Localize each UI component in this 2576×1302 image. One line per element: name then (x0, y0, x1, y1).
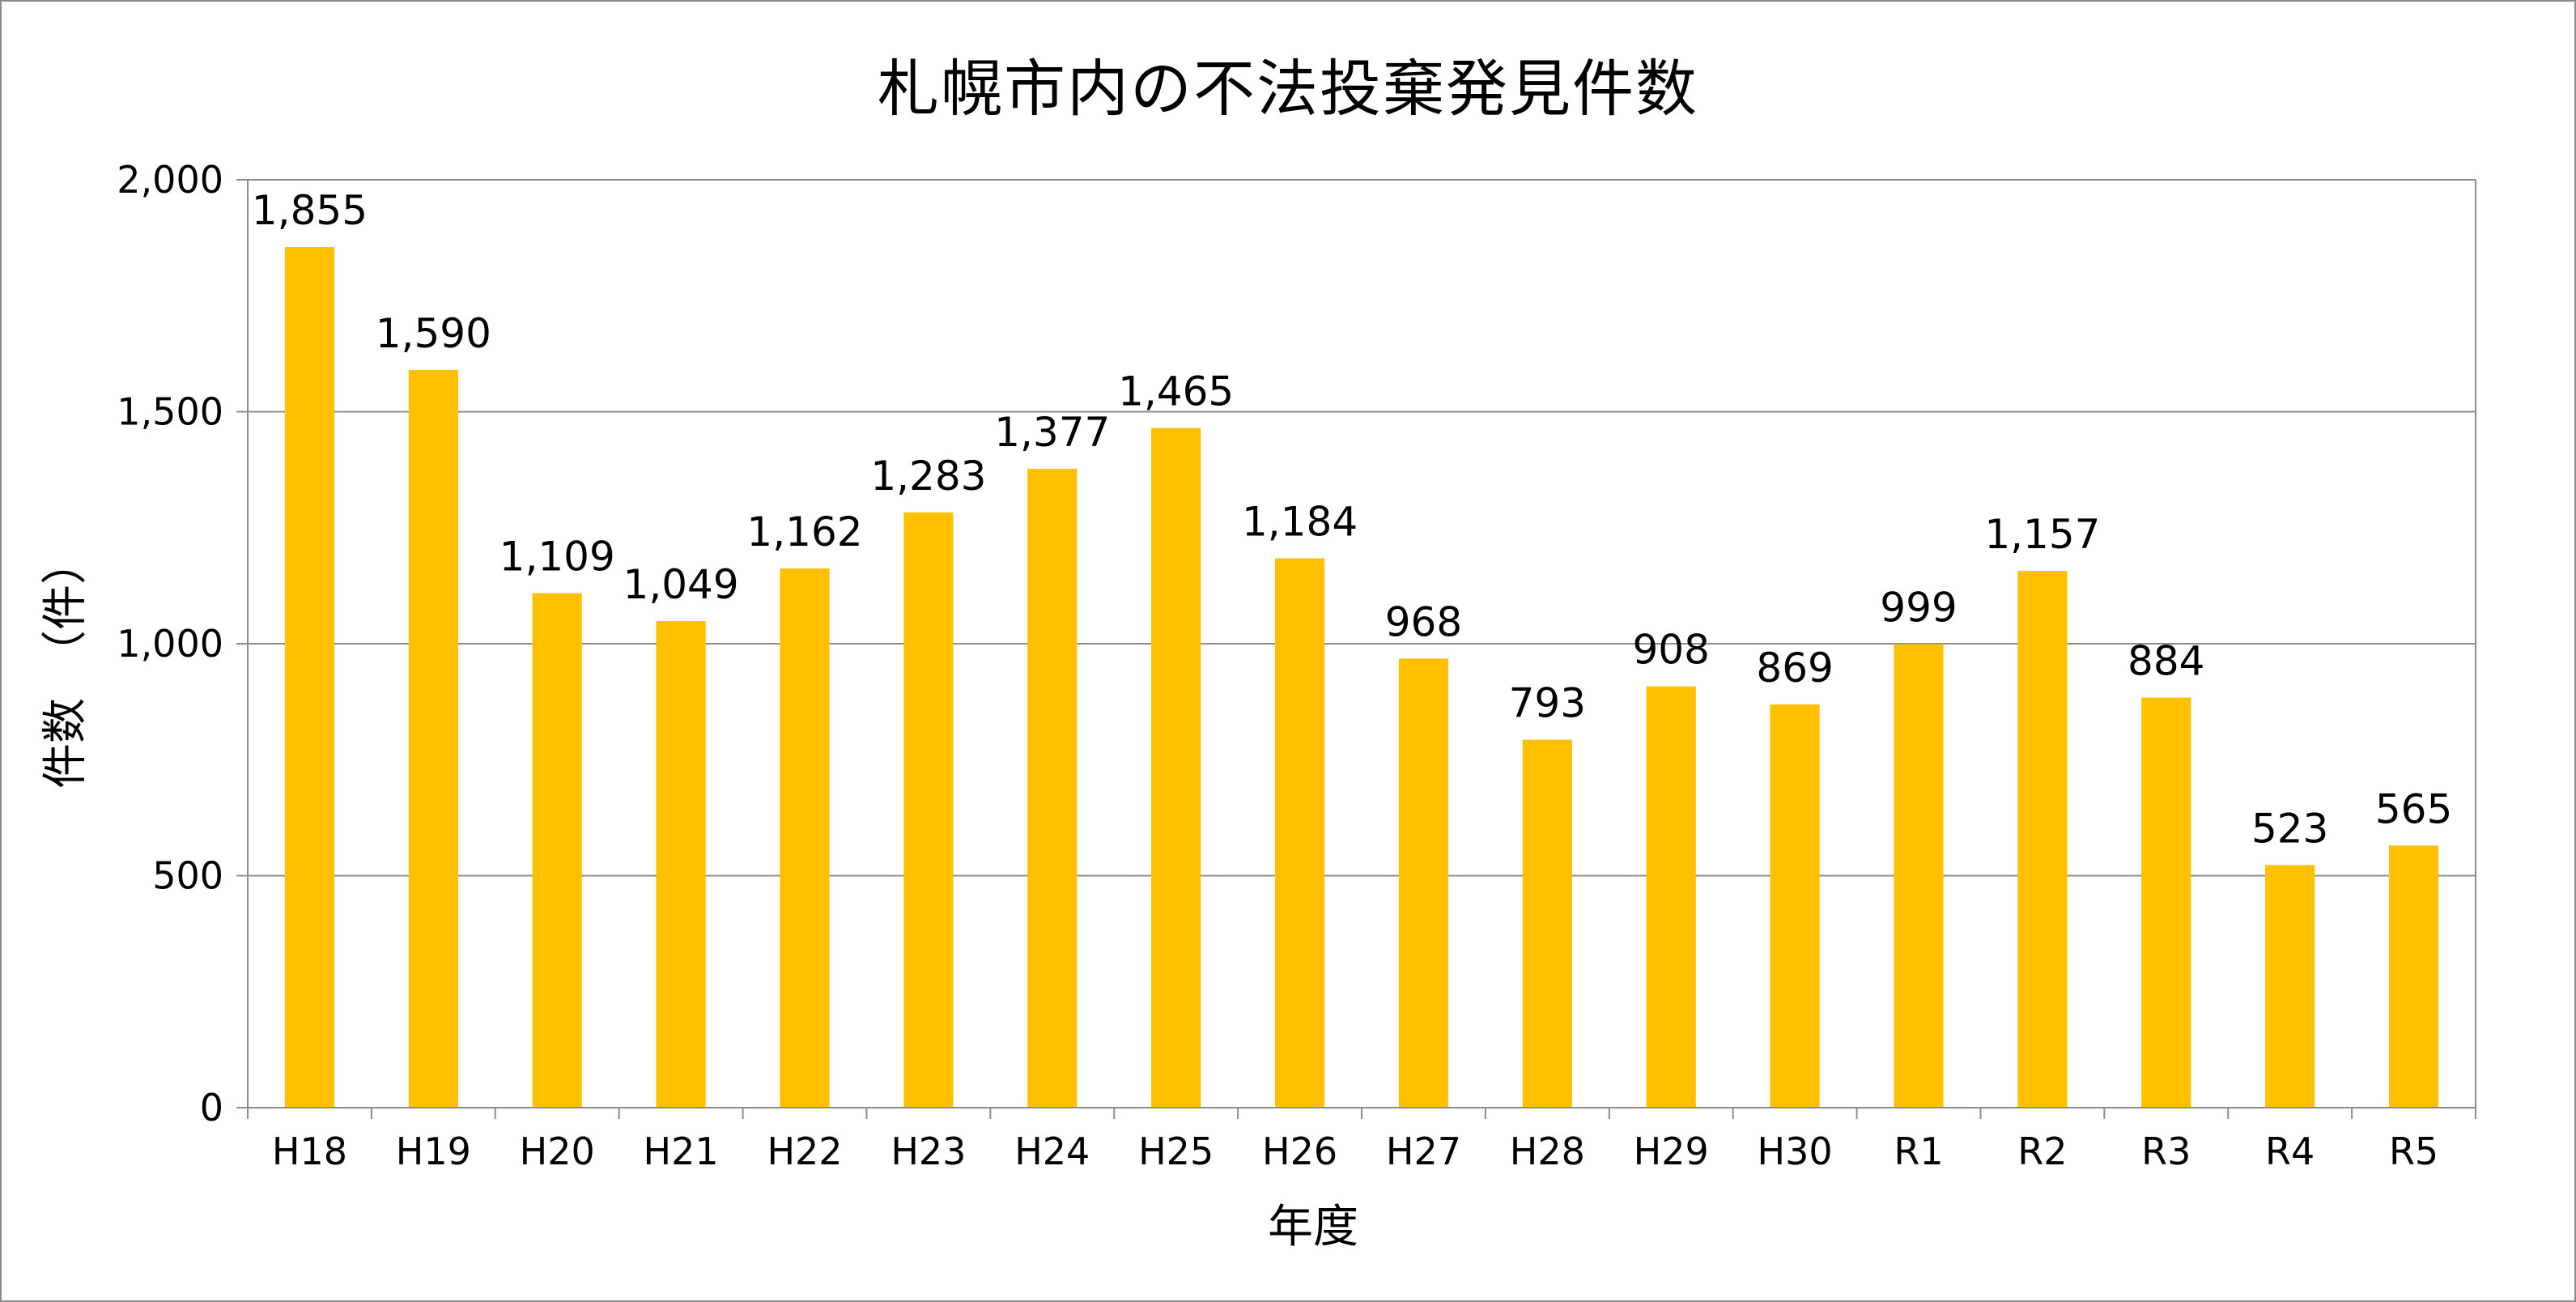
category-label-h24: H24 (1014, 1130, 1090, 1173)
value-label-h19: 1,590 (376, 310, 491, 357)
category-label-h27: H27 (1386, 1130, 1461, 1173)
category-label-h28: H28 (1510, 1130, 1585, 1173)
y-tick-label: 1,500 (117, 390, 223, 434)
y-tick-label: 2,000 (117, 158, 223, 202)
value-label-h22: 1,162 (746, 508, 862, 555)
grid-layer (248, 179, 2476, 877)
value-label-h28: 793 (1509, 680, 1586, 727)
y-tick-label: 500 (152, 854, 223, 898)
category-label-r5: R5 (2389, 1130, 2438, 1173)
bar-h24 (1027, 468, 1078, 1108)
value-label-r5: 565 (2375, 785, 2452, 832)
category-label-r1: R1 (1894, 1130, 1943, 1173)
value-label-h20: 1,109 (499, 534, 615, 581)
bar-h19 (408, 369, 458, 1108)
bar-h23 (903, 512, 954, 1108)
value-label-h18: 1,855 (252, 187, 368, 234)
category-label-h23: H23 (891, 1130, 966, 1173)
value-label-r1: 999 (1880, 585, 1957, 632)
y-tick-label: 1,000 (117, 622, 223, 666)
value-label-h23: 1,283 (870, 453, 986, 500)
bar-r3 (2141, 697, 2191, 1108)
category-label-h20: H20 (520, 1130, 595, 1173)
bar-h26 (1274, 558, 1325, 1108)
value-label-h30: 869 (1756, 645, 1833, 691)
bar-h18 (284, 247, 335, 1108)
value-label-r4: 523 (2251, 805, 2328, 852)
x-axis-label: 年度 (1268, 1201, 1358, 1253)
bar-r1 (1894, 644, 1944, 1108)
value-label-h26: 1,184 (1242, 499, 1358, 546)
bar-h20 (532, 593, 582, 1108)
category-label-r3: R3 (2141, 1130, 2191, 1173)
bar-r5 (2388, 845, 2439, 1108)
category-label-r4: R4 (2265, 1130, 2315, 1173)
value-label-h21: 1,049 (623, 561, 739, 608)
label-layer: 0 500 1,000 1,500 2,000 1,855 H18 1,590 H19 1,109… (117, 158, 2452, 1173)
bar-r2 (2017, 571, 2068, 1108)
value-label-r2: 1,157 (1984, 511, 2100, 558)
bar-h29 (1646, 686, 1696, 1108)
category-label-h18: H18 (272, 1130, 347, 1173)
category-label-h25: H25 (1138, 1130, 1214, 1173)
category-label-h30: H30 (1758, 1130, 1833, 1173)
bar-h22 (780, 568, 830, 1108)
bar-h25 (1151, 428, 1201, 1108)
bar-h27 (1398, 658, 1449, 1108)
y-tick-label: 0 (200, 1086, 223, 1130)
value-label-h29: 908 (1633, 627, 1710, 674)
category-label-h26: H26 (1262, 1130, 1337, 1173)
category-label-h19: H19 (396, 1130, 471, 1173)
bar-layer (284, 247, 2439, 1108)
chart-title: 札幌市内の不法投棄発見件数 (878, 53, 1698, 125)
value-label-h24: 1,377 (994, 409, 1110, 456)
axis-layer (236, 179, 2476, 1119)
category-label-h29: H29 (1634, 1130, 1709, 1173)
category-label-h22: H22 (767, 1130, 842, 1173)
value-label-h27: 968 (1385, 598, 1462, 645)
value-label-h25: 1,465 (1118, 368, 1234, 415)
value-label-r3: 884 (2128, 637, 2204, 684)
category-label-r2: R2 (2017, 1130, 2067, 1173)
bar-h21 (656, 620, 706, 1108)
bar-r4 (2265, 865, 2315, 1108)
bar-h28 (1522, 739, 1572, 1108)
category-label-h21: H21 (644, 1130, 719, 1173)
bar-h30 (1770, 704, 1820, 1108)
